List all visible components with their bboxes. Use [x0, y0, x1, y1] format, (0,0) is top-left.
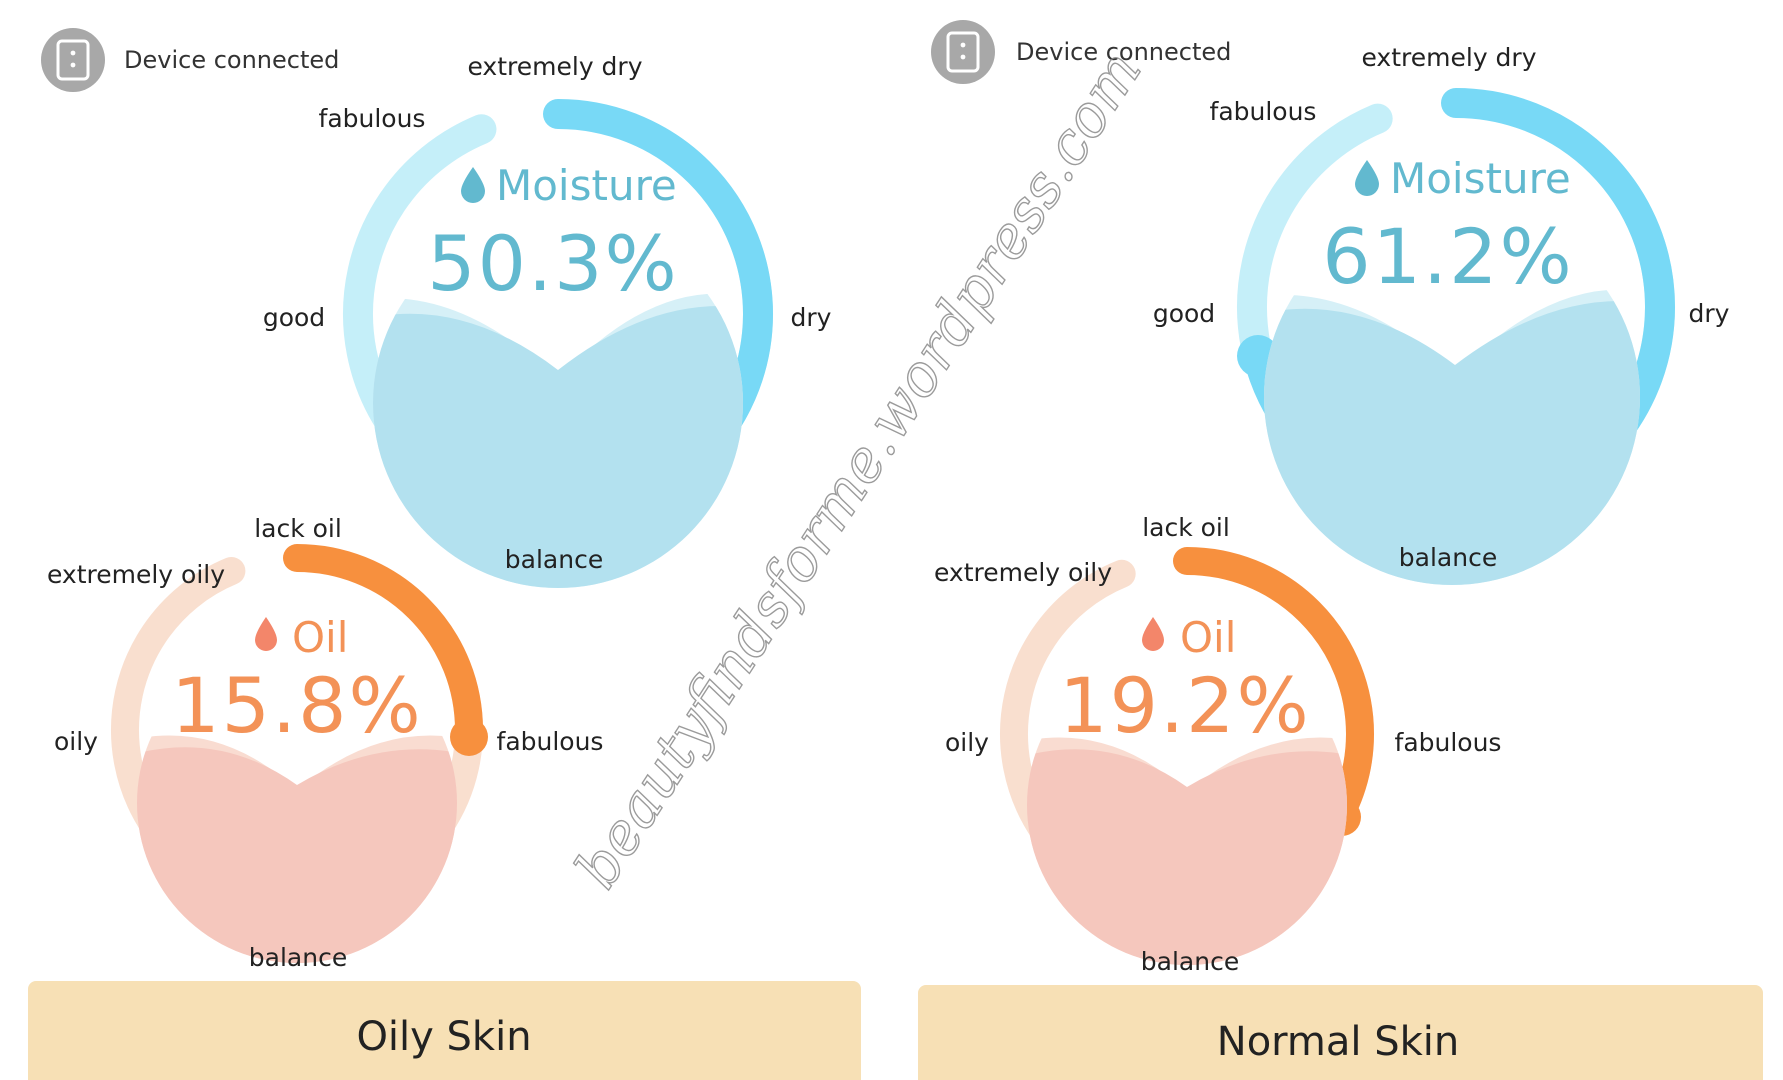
water-drop-icon	[1355, 160, 1379, 196]
moisture-gauge: Moisture 61.2% extremely dry fabulous go…	[1153, 43, 1730, 585]
moisture-label-good: good	[263, 303, 325, 332]
moisture-label-extremely-dry: extremely dry	[467, 52, 642, 81]
oil-label-extremely-oily: extremely oily	[934, 558, 1112, 587]
moisture-label-fabulous: fabulous	[319, 104, 426, 133]
water-drop-icon	[1142, 617, 1164, 651]
oil-fill	[137, 735, 457, 963]
moisture-water-fill	[1264, 289, 1640, 585]
moisture-label-good: good	[1153, 299, 1215, 328]
panel-right: Device connected Moisture 61.2% extremel…	[918, 20, 1763, 1080]
moisture-title: Moisture	[1390, 154, 1571, 203]
device-status-text: Device connected	[124, 46, 339, 74]
device-status: Device connected	[41, 28, 339, 92]
oil-gauge: Oil 19.2% lack oil extremely oily oily f…	[934, 513, 1502, 976]
skin-type-result: Oily Skin	[356, 1014, 531, 1060]
moisture-gauge: Moisture 50.3% extremely dry fabulous go…	[263, 52, 832, 588]
oil-label-oily: oily	[54, 727, 98, 756]
oil-progress-knob[interactable]	[450, 718, 488, 756]
moisture-label-dry: dry	[791, 303, 832, 332]
water-drop-icon	[461, 167, 485, 203]
moisture-progress-arc	[343, 99, 773, 529]
water-drop-icon	[255, 617, 277, 651]
oil-value: 15.8%	[171, 661, 422, 750]
moisture-water-fill	[373, 293, 743, 588]
oil-label-fabulous: fabulous	[1395, 728, 1502, 757]
skin-type-result-card[interactable]: Oily Skin	[28, 981, 861, 1080]
oil-title: Oil	[1180, 613, 1236, 662]
oil-label-oily: oily	[945, 728, 989, 757]
oil-gauge: Oil 15.8% lack oil extremely oily oily f…	[47, 514, 604, 972]
moisture-label-fabulous: fabulous	[1210, 97, 1317, 126]
phone-device-icon[interactable]	[931, 20, 995, 84]
oil-label-balance: balance	[249, 943, 347, 972]
moisture-label-balance: balance	[505, 545, 603, 574]
oil-label-lack-oil: lack oil	[1142, 513, 1230, 542]
moisture-label-extremely-dry: extremely dry	[1361, 43, 1536, 72]
oil-label-lack-oil: lack oil	[254, 514, 342, 543]
moisture-label-balance: balance	[1399, 543, 1497, 572]
skin-type-result: Normal Skin	[1217, 1019, 1459, 1065]
moisture-label-dry: dry	[1689, 299, 1730, 328]
oil-value: 19.2%	[1059, 661, 1310, 750]
moisture-value: 61.2%	[1322, 212, 1573, 301]
oil-fill	[1027, 737, 1347, 965]
oil-title: Oil	[292, 613, 348, 662]
oil-label-balance: balance	[1141, 947, 1239, 976]
oil-progress-arc	[1000, 547, 1374, 921]
phone-device-icon[interactable]	[41, 28, 105, 92]
moisture-title: Moisture	[496, 161, 677, 210]
skin-type-result-card[interactable]: Normal Skin	[918, 985, 1763, 1080]
moisture-value: 50.3%	[427, 219, 678, 308]
device-status-text: Device connected	[1016, 38, 1231, 66]
panel-left: Device connected Moisture 50.3% extremel…	[28, 28, 861, 1080]
oil-label-extremely-oily: extremely oily	[47, 560, 225, 589]
device-status: Device connected	[931, 20, 1231, 84]
oil-label-fabulous: fabulous	[497, 727, 604, 756]
